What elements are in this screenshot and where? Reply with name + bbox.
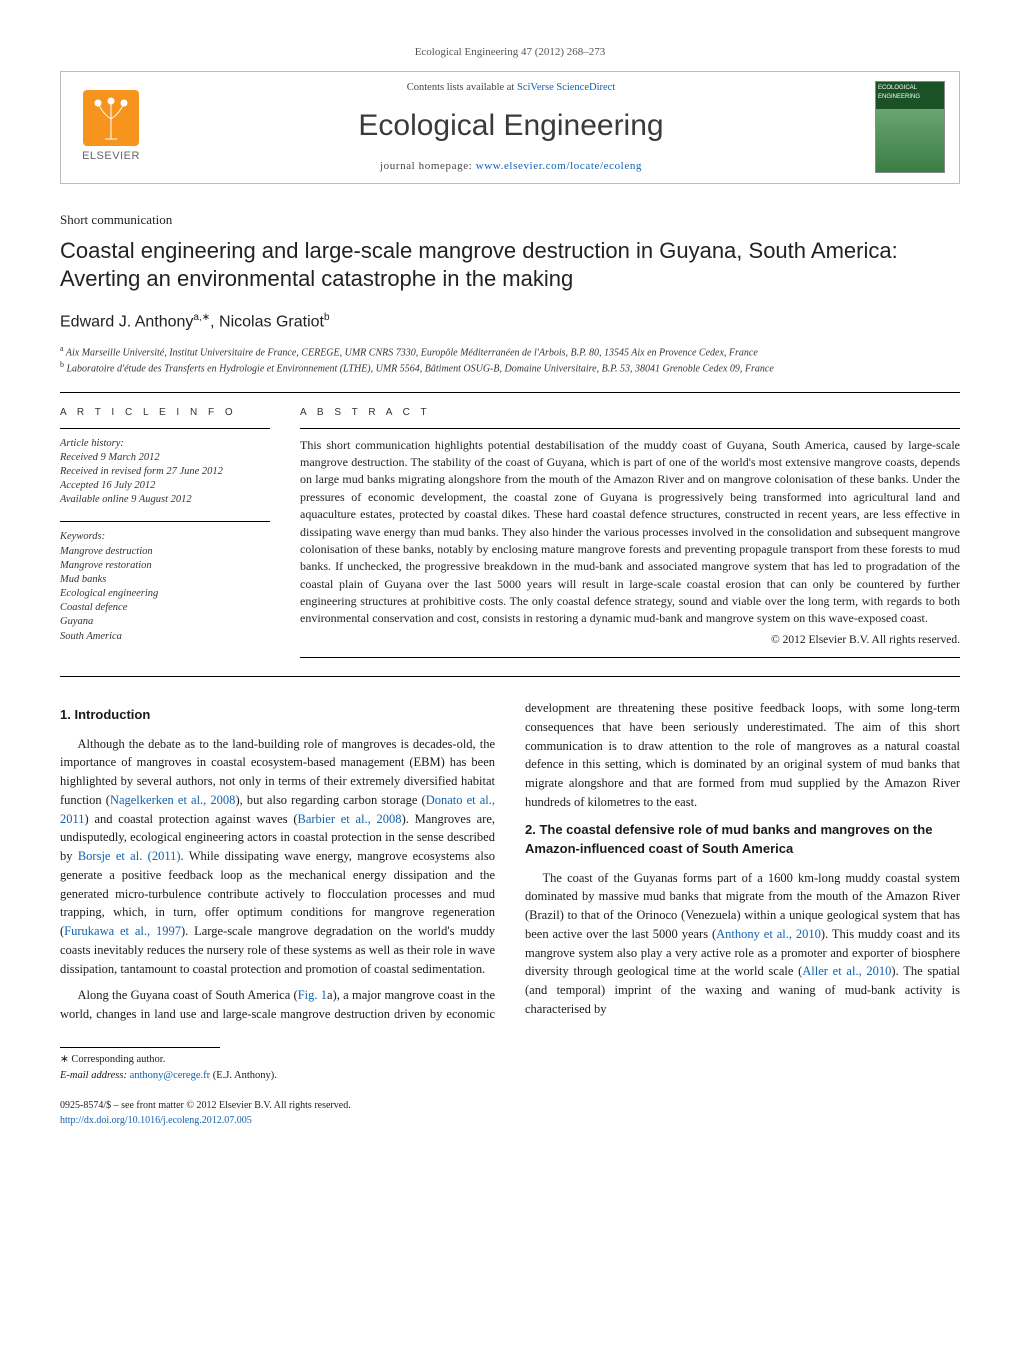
- keywords-block: Keywords: Mangrove destruction Mangrove …: [60, 530, 270, 643]
- figure-ref-1[interactable]: Fig. 1: [298, 988, 327, 1002]
- divider-rule-top: [60, 392, 960, 393]
- publisher-logo: ELSEVIER: [75, 90, 147, 165]
- article-title: Coastal engineering and large-scale mang…: [60, 237, 960, 293]
- section-1-para-1: Although the debate as to the land-build…: [60, 735, 495, 979]
- s1p2-text-a: Along the Guyana coast of South America …: [78, 988, 298, 1002]
- citation-borsje-2011[interactable]: Borsje et al. (2011): [78, 849, 181, 863]
- s1p1-text-b: ), but also regarding carbon storage (: [235, 793, 425, 807]
- keyword-2: Mangrove restoration: [60, 559, 270, 573]
- author-1: Edward J. Anthony: [60, 313, 193, 330]
- doi-link[interactable]: http://dx.doi.org/10.1016/j.ecoleng.2012…: [60, 1115, 252, 1126]
- author-1-affil-sup: a,: [193, 312, 201, 323]
- article-info-column: a r t i c l e i n f o Article history: R…: [60, 405, 270, 659]
- cover-label: ECOLOGICAL ENGINEERING: [876, 82, 944, 109]
- citation-furukawa-1997[interactable]: Furukawa et al., 1997: [64, 924, 181, 938]
- keyword-7: South America: [60, 630, 270, 644]
- abstract-copyright: © 2012 Elsevier B.V. All rights reserved…: [300, 632, 960, 649]
- sciencedirect-link[interactable]: SciVerse ScienceDirect: [517, 82, 615, 93]
- affiliation-a: a Aix Marseille Université, Institut Uni…: [60, 344, 960, 360]
- history-label: Article history:: [60, 437, 270, 451]
- author-1-corr-sup: ∗: [202, 312, 210, 323]
- history-online: Available online 9 August 2012: [60, 493, 270, 507]
- corresponding-email-line: E-mail address: anthony@cerege.fr (E.J. …: [60, 1068, 960, 1084]
- email-suffix: (E.J. Anthony).: [210, 1070, 277, 1081]
- s1p1-text-c: ) and coastal protection against waves (: [85, 812, 298, 826]
- corresponding-email-link[interactable]: anthony@cerege.fr: [130, 1070, 211, 1081]
- page: Ecological Engineering 47 (2012) 268–273…: [0, 0, 1020, 1168]
- issn-copyright-line: 0925-8574/$ – see front matter © 2012 El…: [60, 1098, 960, 1113]
- article-info-heading: a r t i c l e i n f o: [60, 405, 270, 420]
- section-1-heading: 1. Introduction: [60, 705, 495, 725]
- journal-homepage-link[interactable]: www.elsevier.com/locate/ecoleng: [476, 160, 642, 172]
- journal-title: Ecological Engineering: [147, 103, 875, 148]
- contents-prefix: Contents lists available at: [407, 82, 517, 93]
- abstract-heading: a b s t r a c t: [300, 405, 960, 420]
- contents-available-line: Contents lists available at SciVerse Sci…: [147, 80, 875, 96]
- keyword-6: Guyana: [60, 615, 270, 629]
- keyword-5: Coastal defence: [60, 601, 270, 615]
- author-separator: ,: [210, 313, 219, 330]
- info-abstract-row: a r t i c l e i n f o Article history: R…: [60, 405, 960, 659]
- citation-barbier-2008[interactable]: Barbier et al., 2008: [298, 812, 402, 826]
- affiliation-a-text: Aix Marseille Université, Institut Unive…: [66, 347, 758, 358]
- keyword-3: Mud banks: [60, 573, 270, 587]
- keywords-label: Keywords:: [60, 530, 270, 544]
- footer-meta: 0925-8574/$ – see front matter © 2012 El…: [60, 1098, 960, 1128]
- keyword-4: Ecological engineering: [60, 587, 270, 601]
- article-type: Short communication: [60, 210, 960, 230]
- section-2-heading: 2. The coastal defensive role of mud ban…: [525, 820, 960, 859]
- corresponding-rule: [60, 1047, 220, 1048]
- abstract-rule: [300, 428, 960, 429]
- info-rule: [60, 428, 270, 429]
- keyword-1: Mangrove destruction: [60, 545, 270, 559]
- abstract-bottom-rule: [300, 657, 960, 658]
- abstract-column: a b s t r a c t This short communication…: [300, 405, 960, 659]
- author-2-affil-sup: b: [324, 312, 330, 323]
- author-2: Nicolas Gratiot: [219, 313, 324, 330]
- journal-header-box: ELSEVIER Contents lists available at Sci…: [60, 71, 960, 184]
- footer-block: ∗ Corresponding author. E-mail address: …: [60, 1047, 960, 1128]
- publisher-name: ELSEVIER: [82, 148, 140, 165]
- journal-reference: Ecological Engineering 47 (2012) 268–273: [60, 44, 960, 61]
- affiliation-b-text: Laboratoire d'étude des Transferts en Hy…: [67, 363, 774, 374]
- keywords-rule: [60, 521, 270, 522]
- journal-cover-thumbnail: ECOLOGICAL ENGINEERING: [875, 81, 945, 173]
- corresponding-author-label: ∗ Corresponding author.: [60, 1052, 960, 1068]
- homepage-prefix: journal homepage:: [380, 160, 476, 172]
- email-label: E-mail address:: [60, 1070, 130, 1081]
- affiliation-b: b Laboratoire d'étude des Transferts en …: [60, 360, 960, 376]
- body-two-columns: 1. Introduction Although the debate as t…: [60, 699, 960, 1025]
- article-history: Article history: Received 9 March 2012 R…: [60, 437, 270, 508]
- elsevier-tree-icon: [83, 90, 139, 146]
- affiliations: a Aix Marseille Université, Institut Uni…: [60, 344, 960, 376]
- authors: Edward J. Anthonya,∗, Nicolas Gratiotb: [60, 310, 960, 334]
- divider-rule-bottom: [60, 676, 960, 677]
- citation-nagelkerken-2008[interactable]: Nagelkerken et al., 2008: [110, 793, 236, 807]
- section-2-para-1: The coast of the Guyanas forms part of a…: [525, 869, 960, 1019]
- history-received: Received 9 March 2012: [60, 451, 270, 465]
- citation-anthony-2010[interactable]: Anthony et al., 2010: [716, 927, 821, 941]
- history-revised: Received in revised form 27 June 2012: [60, 465, 270, 479]
- history-accepted: Accepted 16 July 2012: [60, 479, 270, 493]
- header-center: Contents lists available at SciVerse Sci…: [147, 80, 875, 175]
- journal-homepage-line: journal homepage: www.elsevier.com/locat…: [147, 158, 875, 175]
- abstract-text: This short communication highlights pote…: [300, 437, 960, 628]
- cover-image-area: [876, 109, 944, 172]
- citation-aller-2010[interactable]: Aller et al., 2010: [802, 964, 891, 978]
